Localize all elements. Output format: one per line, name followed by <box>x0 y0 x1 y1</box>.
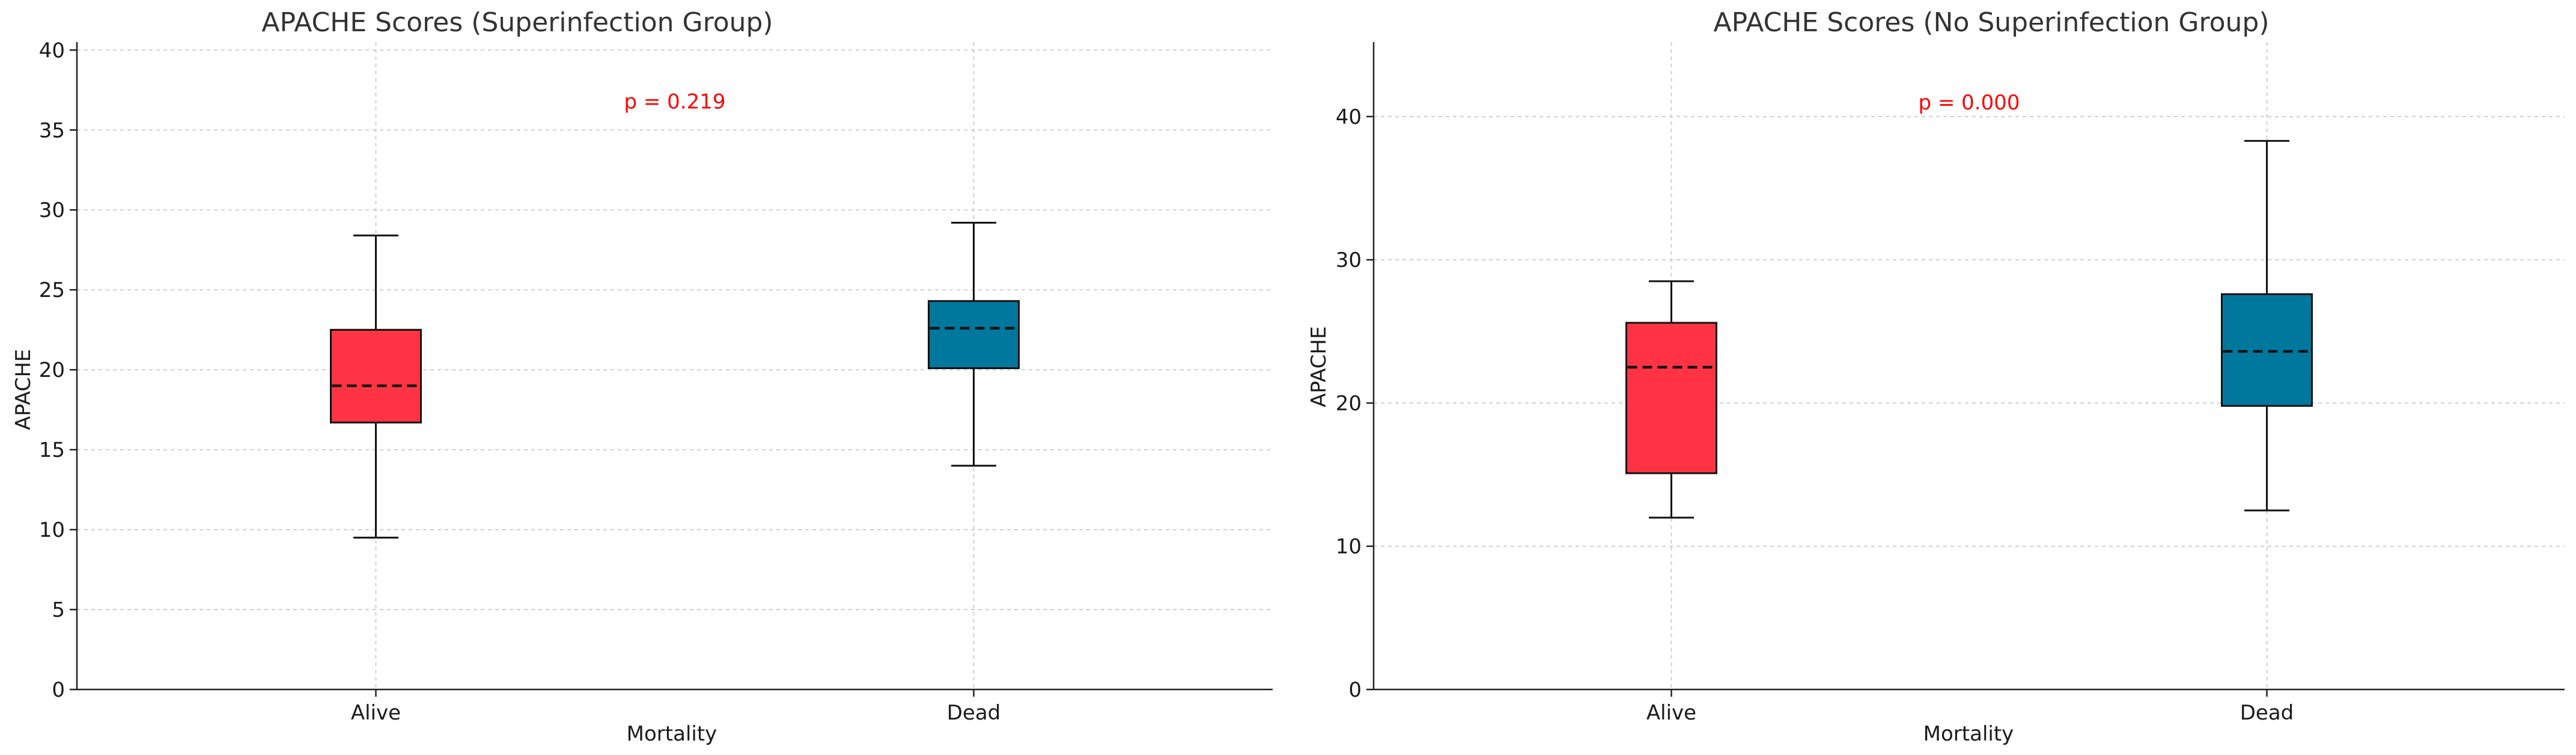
chart-title: APACHE Scores (Superinfection Group) <box>261 7 773 38</box>
x-axis-label: Mortality <box>1923 722 2014 746</box>
y-tick-label: 10 <box>39 518 65 542</box>
box-dead <box>928 221 1020 467</box>
grid-layer: 0 10 20 30 40 Alive Dead <box>1336 42 2565 725</box>
x-tick-label: Alive <box>351 701 401 725</box>
p-value-annotation: p = 0.219 <box>624 90 725 114</box>
p-value-annotation: p = 0.000 <box>1918 91 2020 115</box>
y-tick-label: 40 <box>39 38 65 63</box>
y-tick-label: 0 <box>52 678 65 702</box>
iqr-box <box>928 300 1020 369</box>
y-tick-label: 10 <box>1336 535 1362 559</box>
x-tick-label: Dead <box>2240 701 2294 725</box>
chart-panel-superinfection: 0 5 10 15 20 25 30 35 40 Alive Dead APACHE Scores … <box>11 7 1273 746</box>
grid-layer: 0 5 10 15 20 25 30 35 40 Alive Dead <box>39 38 1273 725</box>
x-axis-label: Mortality <box>627 722 717 746</box>
chart-title: APACHE Scores (No Superinfection Group) <box>1713 7 2269 38</box>
y-tick-label: 40 <box>1336 105 1362 129</box>
y-tick-label: 15 <box>39 438 65 462</box>
y-tick-label: 20 <box>1336 391 1362 415</box>
box-alive <box>330 234 422 539</box>
iqr-box <box>1625 322 1717 474</box>
chart-panel-no-superinfection: 0 10 20 30 40 Alive Dead APACHE Scores (No Sup… <box>1307 7 2565 746</box>
x-tick-label: Dead <box>947 701 1001 725</box>
iqr-box <box>2221 293 2313 407</box>
y-tick-label: 0 <box>1348 678 1362 702</box>
y-tick-label: 35 <box>39 118 65 142</box>
y-tick-label: 30 <box>39 198 65 222</box>
y-axis-label: APACHE <box>1307 326 1331 407</box>
iqr-box <box>330 329 422 424</box>
y-tick-label: 5 <box>52 598 65 622</box>
y-tick-label: 20 <box>39 358 65 382</box>
y-axis-label: APACHE <box>11 349 35 430</box>
box-dead <box>2221 139 2313 512</box>
y-tick-label: 30 <box>1336 248 1362 272</box>
y-tick-label: 25 <box>39 278 65 302</box>
x-tick-label: Alive <box>1646 701 1696 725</box>
box-alive <box>1625 280 1717 519</box>
